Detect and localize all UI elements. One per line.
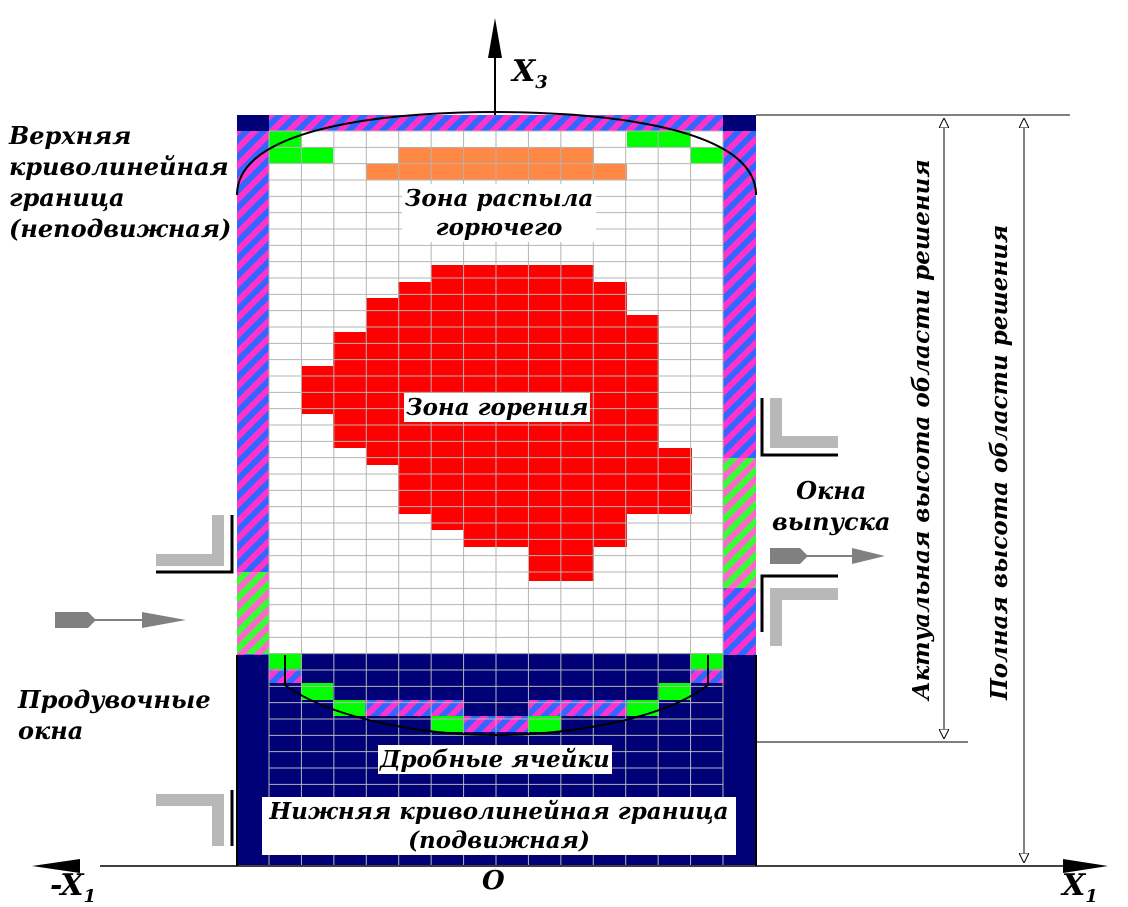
bottom-dome bbox=[269, 653, 723, 732]
fractional-cells-label: Дробные ячейки bbox=[378, 745, 612, 774]
exhaust-port-lower bbox=[760, 574, 838, 646]
combustion-zone-area bbox=[301, 265, 692, 581]
exhaust-windows-label: Окна выпуска bbox=[772, 476, 891, 536]
origin-label: O bbox=[482, 866, 505, 896]
exhaust-port-upper bbox=[760, 398, 838, 457]
actual-height-label: Актуальная высота области решения bbox=[908, 159, 935, 700]
lower-curvilinear-boundary bbox=[284, 655, 709, 737]
combustion-zone-label: Зона горения bbox=[404, 393, 591, 422]
exhaust-flow-arrow bbox=[770, 548, 885, 564]
x1-axis-label: X1 bbox=[1062, 868, 1098, 907]
scavenge-port-lower bbox=[156, 790, 234, 846]
x1-arrowhead bbox=[1063, 859, 1108, 873]
height-reference-lines bbox=[756, 114, 1070, 743]
neg-x1-arrowhead bbox=[32, 859, 80, 873]
domain-border bbox=[236, 655, 757, 866]
scavenge-flow-arrow bbox=[55, 612, 186, 628]
full-height-label: Полная высота области решения bbox=[986, 224, 1013, 700]
bottom-boundary-label: Нижняя криволинейная граница (подвижная) bbox=[262, 797, 736, 855]
x3-arrowhead bbox=[488, 18, 502, 58]
neg-x1-axis-label: -X1 bbox=[50, 868, 97, 907]
spray-zone-label: Зона распыла горючего bbox=[402, 184, 596, 242]
scavenge-port-upper bbox=[156, 515, 234, 574]
scavenge-windows-label: Продувочные окна bbox=[18, 685, 211, 745]
top-boundary-label: Верхняя криволинейная граница (неподвижн… bbox=[9, 121, 232, 243]
cylinder-walls bbox=[237, 115, 756, 655]
x3-axis-label: X3 bbox=[512, 54, 548, 93]
